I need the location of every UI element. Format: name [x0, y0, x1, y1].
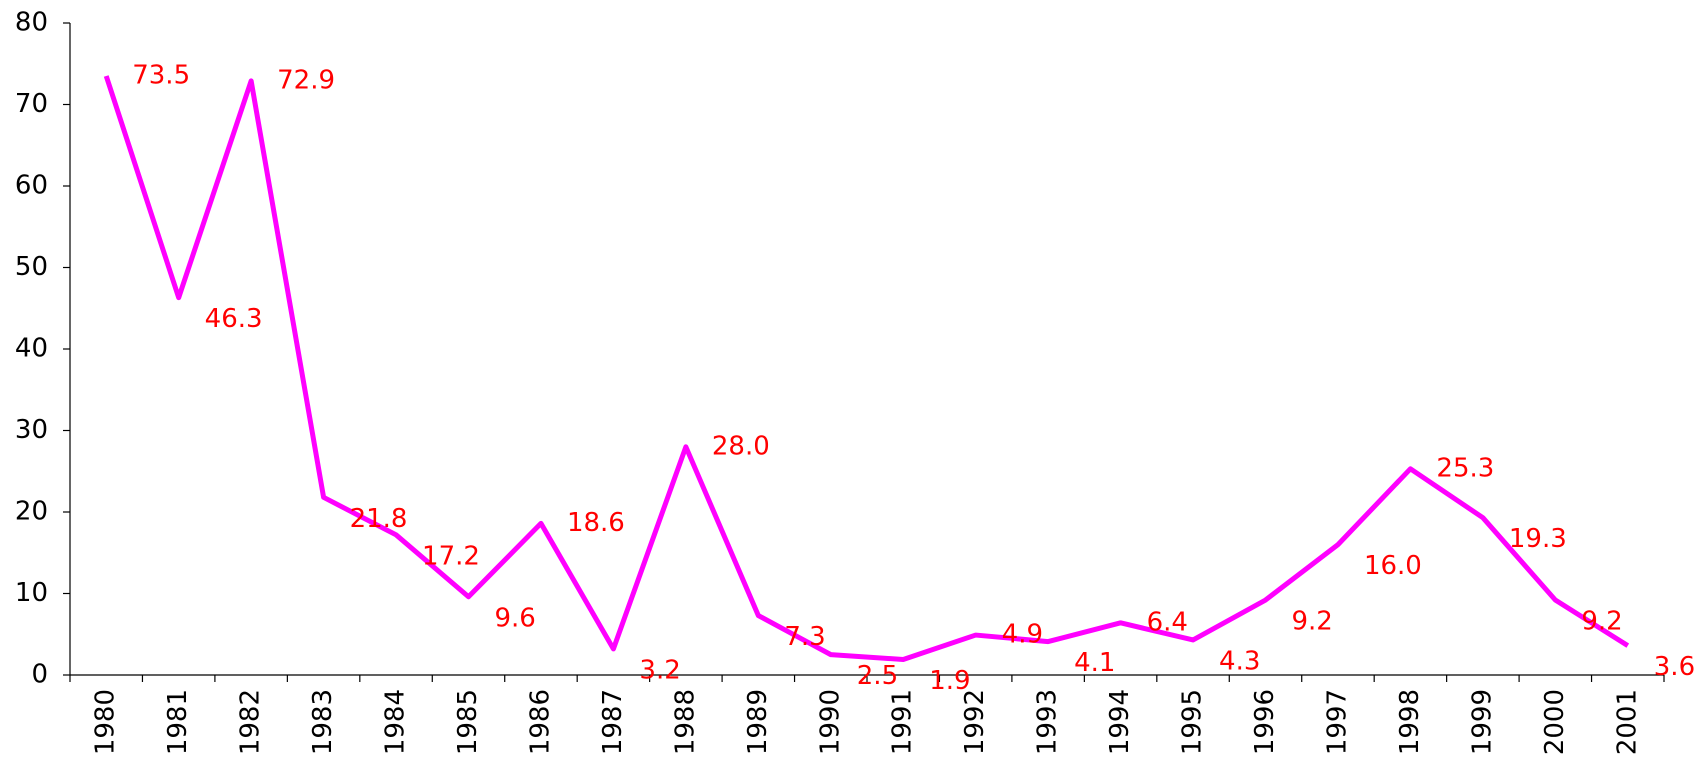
x-tick-label: 1997 — [1322, 689, 1352, 755]
x-tick-label: 1998 — [1395, 689, 1425, 755]
x-tick-label: 1988 — [670, 689, 700, 755]
line — [103, 75, 1630, 663]
data-label: 16.0 — [1364, 551, 1422, 581]
data-label: 9.2 — [1292, 607, 1333, 637]
x-tick-label: 1980 — [91, 689, 121, 755]
x-tick-label: 1999 — [1467, 689, 1497, 755]
data-label: 72.9 — [277, 65, 335, 95]
data-label: 4.3 — [1219, 646, 1260, 676]
x-tick-label: 1996 — [1250, 689, 1280, 755]
data-label: 2.5 — [857, 661, 898, 691]
x-tick-label: 1991 — [888, 689, 918, 755]
data-label: 9.6 — [495, 603, 536, 633]
x-tick-label: 2000 — [1540, 689, 1570, 755]
y-tick-label: 60 — [15, 171, 48, 201]
data-label: 6.4 — [1147, 607, 1188, 637]
y-tick-label: 20 — [15, 497, 48, 527]
data-label: 25.3 — [1436, 453, 1494, 483]
data-label: 21.8 — [350, 504, 408, 534]
data-label: 4.9 — [1002, 620, 1043, 650]
y-tick-label: 70 — [15, 89, 48, 119]
data-label: 1.9 — [929, 666, 970, 696]
y-tick-label: 50 — [15, 252, 48, 282]
data-label: 3.6 — [1654, 652, 1695, 682]
x-tick-label: 1983 — [308, 689, 338, 755]
data-label: 46.3 — [205, 304, 263, 334]
y-tick-label: 80 — [15, 8, 48, 38]
data-label: 28.0 — [712, 431, 770, 461]
data-label: 3.2 — [639, 655, 680, 685]
data-label: 18.6 — [567, 508, 625, 538]
x-tick-label: 1992 — [960, 689, 990, 755]
y-tick-label: 40 — [15, 334, 48, 364]
x-tick-label: 2001 — [1612, 689, 1642, 755]
y-tick-label: 30 — [15, 415, 48, 445]
x-tick-label: 1994 — [1105, 689, 1135, 755]
data-label: 17.2 — [422, 541, 480, 571]
x-tick-label: 1985 — [453, 689, 483, 755]
data-label: 19.3 — [1509, 524, 1567, 554]
x-tick-label: 1984 — [381, 689, 411, 755]
x-tick-label: 1986 — [525, 689, 555, 755]
x-tick-label: 1981 — [163, 689, 193, 755]
x-tick-label: 1989 — [743, 689, 773, 755]
data-label: 7.3 — [784, 622, 825, 652]
x-tick-label: 1982 — [236, 689, 266, 755]
x-tick-label: 1995 — [1178, 689, 1208, 755]
x-tick-label: 1990 — [815, 689, 845, 755]
data-label: 4.1 — [1074, 648, 1115, 678]
x-tick-label: 1987 — [598, 689, 628, 755]
data-label: 73.5 — [132, 60, 190, 90]
y-tick-label: 0 — [31, 660, 48, 690]
data-label: 9.2 — [1581, 607, 1622, 637]
x-tick-label: 1993 — [1033, 689, 1063, 755]
y-tick-label: 10 — [15, 578, 48, 608]
